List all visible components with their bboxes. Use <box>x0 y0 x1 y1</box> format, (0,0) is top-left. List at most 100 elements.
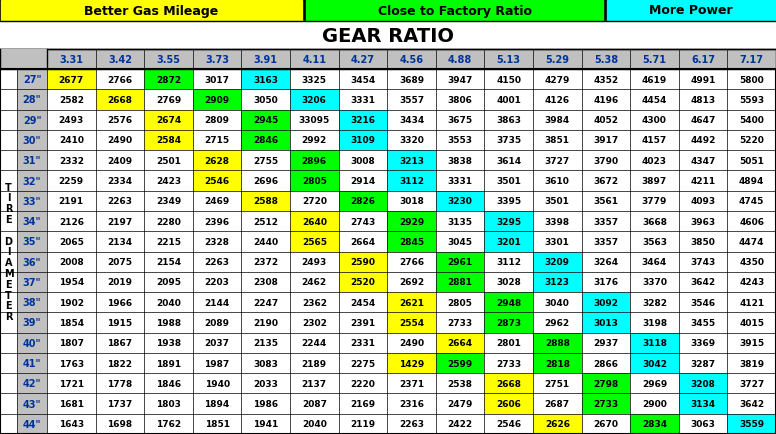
Text: 3850: 3850 <box>691 237 715 246</box>
Text: 2640: 2640 <box>302 217 327 226</box>
Text: 3851: 3851 <box>545 136 570 145</box>
Text: 1940: 1940 <box>205 379 230 388</box>
Bar <box>0 70 776 434</box>
Text: 2501: 2501 <box>156 156 181 165</box>
Text: 2247: 2247 <box>253 298 279 307</box>
Bar <box>241 252 290 272</box>
Text: 1915: 1915 <box>107 318 133 327</box>
Text: 3779: 3779 <box>642 197 667 206</box>
Text: 3230: 3230 <box>448 197 473 206</box>
Text: 2037: 2037 <box>205 339 230 348</box>
Text: 4.56: 4.56 <box>400 55 424 65</box>
Bar <box>47 151 95 171</box>
Text: 1867: 1867 <box>107 339 133 348</box>
Bar <box>727 70 776 90</box>
Text: 2493: 2493 <box>302 257 327 266</box>
Bar <box>0 22 776 50</box>
Text: More Power: More Power <box>650 4 733 17</box>
Bar <box>192 373 241 394</box>
Text: 2720: 2720 <box>302 197 327 206</box>
Bar <box>679 252 727 272</box>
Text: 2462: 2462 <box>302 278 327 287</box>
Text: 2751: 2751 <box>545 379 570 388</box>
Text: 3112: 3112 <box>496 257 521 266</box>
Text: 2900: 2900 <box>642 399 667 408</box>
Bar <box>679 333 727 353</box>
Bar <box>338 151 387 171</box>
Text: 2992: 2992 <box>302 136 327 145</box>
Bar <box>47 312 95 333</box>
Text: 3546: 3546 <box>691 298 715 307</box>
Bar <box>338 373 387 394</box>
Bar <box>436 394 484 414</box>
Bar <box>679 414 727 434</box>
Bar <box>192 353 241 373</box>
Bar <box>581 171 630 191</box>
Text: 2308: 2308 <box>253 278 278 287</box>
Text: 3008: 3008 <box>351 156 376 165</box>
Text: 4745: 4745 <box>739 197 764 206</box>
Bar <box>436 353 484 373</box>
Bar <box>581 211 630 232</box>
Bar <box>436 131 484 151</box>
Bar <box>290 131 338 151</box>
Text: T
I
R
E

D
I
A
M
E
T
E
R: T I R E D I A M E T E R <box>4 182 13 322</box>
Text: 2332: 2332 <box>59 156 84 165</box>
Bar <box>338 211 387 232</box>
Text: 1986: 1986 <box>253 399 279 408</box>
Text: 1851: 1851 <box>205 419 230 428</box>
Bar <box>727 414 776 434</box>
Text: 2805: 2805 <box>448 298 473 307</box>
Text: 2755: 2755 <box>253 156 279 165</box>
Text: 3123: 3123 <box>545 278 570 287</box>
Text: 5.13: 5.13 <box>497 55 521 65</box>
Text: 2621: 2621 <box>399 298 424 307</box>
Bar <box>17 394 47 414</box>
Text: 2422: 2422 <box>448 419 473 428</box>
Bar <box>727 272 776 293</box>
Bar <box>387 394 436 414</box>
Bar <box>581 90 630 110</box>
Text: 2668: 2668 <box>496 379 521 388</box>
Text: 2479: 2479 <box>448 399 473 408</box>
Text: 2137: 2137 <box>302 379 327 388</box>
Bar <box>0 171 17 191</box>
Text: 2119: 2119 <box>350 419 376 428</box>
Text: 3331: 3331 <box>448 177 473 186</box>
Bar <box>144 131 192 151</box>
Text: 4126: 4126 <box>545 95 570 105</box>
Text: 1954: 1954 <box>59 278 84 287</box>
Text: 2798: 2798 <box>594 379 618 388</box>
Bar <box>17 110 47 131</box>
Bar <box>533 293 581 312</box>
Text: 3672: 3672 <box>594 177 618 186</box>
Text: 3331: 3331 <box>351 95 376 105</box>
Text: 3301: 3301 <box>545 237 570 246</box>
Bar <box>0 293 17 312</box>
Text: 39": 39" <box>23 318 41 328</box>
Bar <box>47 70 95 90</box>
Text: 5.71: 5.71 <box>643 55 667 65</box>
Bar <box>144 252 192 272</box>
Text: 2135: 2135 <box>253 339 279 348</box>
Bar <box>144 353 192 373</box>
Text: 3063: 3063 <box>691 419 715 428</box>
Text: 41": 41" <box>23 358 41 368</box>
Text: 2134: 2134 <box>107 237 133 246</box>
Text: 4052: 4052 <box>594 116 618 125</box>
Bar <box>241 70 290 90</box>
Bar <box>338 131 387 151</box>
Bar <box>290 191 338 211</box>
Text: 3176: 3176 <box>594 278 618 287</box>
Bar <box>290 312 338 333</box>
Bar <box>290 232 338 252</box>
Bar <box>533 171 581 191</box>
Bar <box>290 151 338 171</box>
Text: 33095: 33095 <box>299 116 330 125</box>
Bar <box>290 110 338 131</box>
Bar <box>144 70 192 90</box>
Bar <box>241 211 290 232</box>
Text: 2969: 2969 <box>642 379 667 388</box>
Bar <box>241 312 290 333</box>
Bar <box>47 252 95 272</box>
